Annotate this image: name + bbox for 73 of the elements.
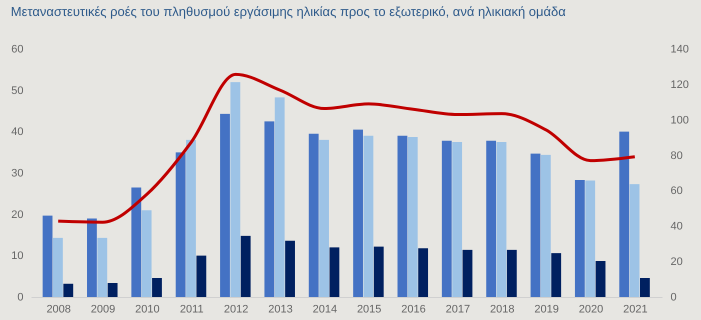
x-tick-label: 2010	[135, 304, 160, 316]
bar	[131, 187, 142, 297]
bar	[530, 154, 540, 297]
y-tick-label: 10	[11, 250, 24, 262]
x-tick-label: 2013	[268, 304, 293, 316]
y-tick-label: 0	[17, 292, 24, 304]
bar	[196, 256, 206, 297]
bar	[264, 121, 274, 297]
bar	[152, 278, 162, 297]
x-tick-label: 2016	[401, 304, 426, 316]
y-tick-label: 30	[11, 168, 24, 180]
bar	[418, 248, 428, 297]
x-tick-label: 2021	[623, 304, 648, 316]
bar	[462, 250, 472, 297]
x-tick-label: 2015	[356, 304, 382, 316]
y2-tick-label: 20	[670, 256, 683, 268]
x-tick-label: 2017	[446, 304, 470, 316]
bar	[240, 236, 251, 297]
x-tick-label: 2018	[490, 304, 514, 316]
bar	[619, 132, 630, 297]
bar	[285, 240, 295, 297]
y2-tick-label: 0	[670, 292, 677, 304]
y2-tick-label: 100	[670, 114, 689, 126]
bar	[186, 140, 196, 297]
bar	[630, 184, 640, 297]
bar	[364, 136, 374, 297]
chart-title: Μεταναστευτικές ροές του πληθυσμού εργάσιμης ηλικίας προς το εξωτερικό, ανά ηλικιακή ομάδα	[10, 4, 566, 19]
bar	[97, 238, 108, 297]
bar	[442, 140, 452, 297]
y2-tick-label: 120	[670, 78, 689, 91]
x-tick-label: 2020	[578, 304, 604, 316]
x-tick-label: 2011	[180, 304, 204, 316]
bar	[329, 247, 340, 297]
bar	[596, 261, 606, 297]
y-tick-label: 20	[11, 208, 24, 221]
x-tick-label: 2008	[46, 304, 71, 316]
y2-tick-label: 140	[670, 44, 689, 56]
y2-tick-label: 40	[670, 220, 683, 233]
bar	[319, 140, 329, 297]
bar	[640, 278, 650, 297]
bar	[408, 137, 418, 297]
bar	[574, 180, 585, 297]
bar	[374, 246, 384, 297]
bar	[42, 216, 52, 297]
x-tick-label: 2012	[224, 304, 248, 316]
y2-tick-label: 80	[670, 150, 683, 162]
bar	[274, 97, 285, 297]
y-tick-label: 40	[11, 126, 24, 138]
bar	[496, 142, 506, 297]
bar	[63, 284, 74, 297]
bar	[486, 140, 496, 297]
bar	[308, 134, 319, 297]
bar	[551, 253, 562, 297]
y2-tick-label: 60	[670, 185, 683, 198]
bar	[540, 154, 551, 297]
bar	[176, 152, 186, 297]
x-tick-label: 2019	[534, 304, 559, 316]
bar	[142, 210, 152, 297]
y-tick-label: 50	[11, 84, 24, 97]
bar	[585, 180, 596, 297]
bar	[108, 282, 118, 297]
y-tick-label: 60	[11, 44, 24, 56]
bar	[452, 142, 462, 297]
bar	[398, 136, 408, 297]
line-series	[56, 72, 636, 224]
bar	[353, 130, 363, 297]
x-tick-label: 2009	[90, 304, 116, 316]
bar	[220, 114, 230, 297]
bar	[53, 238, 63, 297]
bar	[230, 82, 240, 297]
bar	[87, 218, 97, 297]
x-tick-label: 2014	[312, 304, 338, 316]
bar	[506, 250, 517, 297]
